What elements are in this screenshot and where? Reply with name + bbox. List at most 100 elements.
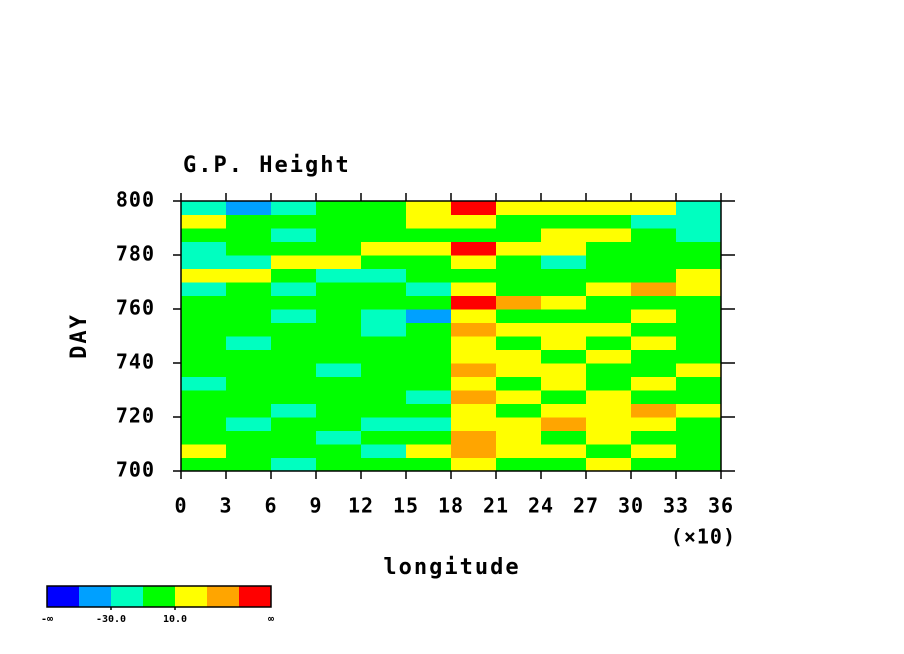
heatmap-cell [226, 403, 272, 418]
heatmap-cell [496, 214, 542, 229]
heatmap-cell [226, 376, 272, 391]
heatmap-cell [496, 228, 542, 242]
x-tick-label: 30 [618, 494, 644, 518]
heatmap-cell [406, 376, 452, 391]
heatmap-cell [406, 336, 452, 350]
heatmap-cell [541, 444, 587, 458]
heatmap-cell [181, 309, 227, 323]
heatmap-cell [406, 390, 452, 404]
heatmap-cell [496, 417, 542, 431]
heatmap-cell [316, 214, 362, 229]
heatmap-cell [541, 255, 587, 269]
heatmap-cell [271, 295, 317, 310]
heatmap-cell [451, 363, 497, 377]
heatmap-cell [541, 322, 587, 337]
heatmap-cell [541, 417, 587, 431]
heatmap-cell [676, 268, 722, 283]
y-tick-label: 720 [116, 404, 155, 428]
heatmap-cell [406, 295, 452, 310]
colorbar-label: ∞ [268, 614, 274, 625]
heatmap-cell [361, 268, 407, 283]
heatmap-cell [271, 363, 317, 377]
heatmap-cell [316, 295, 362, 310]
heatmap-cell [496, 403, 542, 418]
heatmap-cell [406, 282, 452, 296]
heatmap-cell [361, 282, 407, 296]
heatmap-cell [361, 228, 407, 242]
heatmap-cell [226, 282, 272, 296]
heatmap-cell [586, 228, 632, 242]
heatmap-cell [226, 363, 272, 377]
heatmap-cell [541, 403, 587, 418]
colorbar-swatch [207, 586, 239, 607]
colorbar-swatch [239, 586, 271, 607]
heatmap-cell [451, 336, 497, 350]
colorbar-label: -∞ [41, 614, 53, 625]
heatmap-cell [451, 295, 497, 310]
heatmap-cell [181, 255, 227, 269]
heatmap-cell [181, 336, 227, 350]
heatmap-cell [316, 201, 362, 215]
heatmap-cell [361, 417, 407, 431]
heatmap-cell [541, 295, 587, 310]
chart-title: G.P. Height [183, 153, 351, 178]
heatmap-cell [226, 349, 272, 364]
heatmap-cell [316, 349, 362, 364]
heatmap-cell [586, 255, 632, 269]
heatmap-cell [181, 457, 227, 472]
heatmap-cell [451, 417, 497, 431]
heatmap-cell [496, 390, 542, 404]
heatmap-cell [181, 444, 227, 458]
x-tick-label: 15 [393, 494, 419, 518]
x-axis-multiplier: (×10) [671, 525, 736, 549]
heatmap-cell [181, 363, 227, 377]
heatmap-cell [361, 322, 407, 337]
heatmap-cell [181, 376, 227, 391]
heatmap-cell [676, 282, 722, 296]
heatmap-cell [676, 241, 722, 256]
heatmap-cell [406, 322, 452, 337]
heatmap-cell [226, 322, 272, 337]
heatmap-cell [676, 457, 722, 472]
heatmap-cell [451, 268, 497, 283]
heatmap-cell [496, 282, 542, 296]
heatmap-cell [406, 457, 452, 472]
heatmap-cell [316, 457, 362, 472]
heatmap-cell [226, 241, 272, 256]
heatmap-cell [451, 309, 497, 323]
heatmap-cell [541, 349, 587, 364]
heatmap-cell [676, 363, 722, 377]
heatmap-cell [451, 241, 497, 256]
y-tick-label: 760 [116, 296, 155, 320]
heatmap-cell [586, 363, 632, 377]
heatmap-cell [631, 322, 677, 337]
heatmap-cell [496, 376, 542, 391]
heatmap-cell [451, 430, 497, 445]
colorbar-swatch [47, 586, 79, 607]
heatmap-cell [631, 282, 677, 296]
heatmap-cell [541, 201, 587, 215]
heatmap-cell [541, 390, 587, 404]
heatmap-cell [361, 403, 407, 418]
heatmap-cell [631, 444, 677, 458]
heatmap-cell [406, 417, 452, 431]
heatmap-cell [676, 390, 722, 404]
heatmap-cell [181, 295, 227, 310]
heatmap-cell [181, 322, 227, 337]
colorbar-label: 10.0 [163, 614, 187, 625]
heatmap-cell [676, 309, 722, 323]
heatmap-cell [226, 457, 272, 472]
colorbar-swatch [175, 586, 207, 607]
heatmap-cell [181, 417, 227, 431]
heatmap-cell [496, 457, 542, 472]
heatmap-cell [631, 201, 677, 215]
heatmap-cell [226, 214, 272, 229]
heatmap-cell [316, 241, 362, 256]
heatmap-cell [586, 417, 632, 431]
heatmap-cell [181, 349, 227, 364]
heatmap-cell [496, 241, 542, 256]
heatmap-cell [586, 376, 632, 391]
heatmap-cell [361, 241, 407, 256]
heatmap-cell [496, 309, 542, 323]
heatmap-cell [271, 309, 317, 323]
